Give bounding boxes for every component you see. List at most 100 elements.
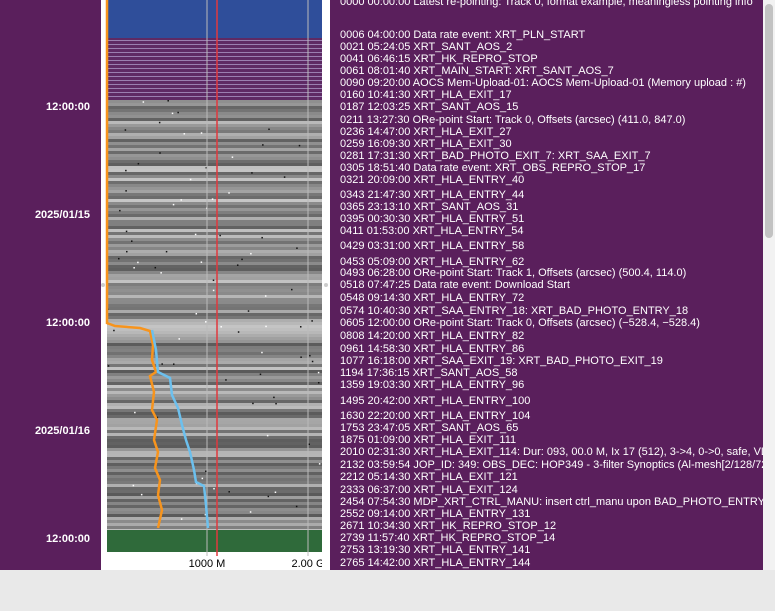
stripe [107,277,322,280]
speck [137,261,139,264]
speck [211,198,214,200]
stripe [107,133,322,136]
speck [264,295,267,297]
stripe [107,187,322,190]
event-line[interactable]: 0518 07:47:25 Data rate event: Download … [340,279,570,291]
splitter-grip[interactable] [101,283,105,287]
event-line[interactable]: 0236 14:47:00 XRT_HLA_EXIT_27 [340,126,512,138]
time-label: 12:00:00 [46,317,90,329]
speck [300,356,302,358]
speck [156,416,159,419]
stripe [107,502,322,505]
stripe [107,280,322,283]
event-line[interactable]: 0090 09:20:00 AOCS Mem-Upload-01: AOCS M… [340,77,746,89]
event-line[interactable]: 0605 12:00:00 ORe-point Start: Track 0, … [340,317,700,329]
event-line[interactable]: 0041 06:46:15 XRT_HK_REPRO_STOP [340,53,538,65]
event-line[interactable]: 0453 05:09:00 XRT_HLA_ENTRY_62 [340,256,524,268]
stripe [107,109,322,112]
event-line[interactable]: 1359 19:03:30 XRT_HLA_ENTRY_96 [340,379,524,391]
event-line[interactable]: 0808 14:20:00 XRT_HLA_ENTRY_82 [340,330,524,342]
speck [212,279,215,282]
event-line[interactable]: 2739 11:57:40 XRT_HK_REPRO_STOP_14 [340,532,555,544]
speck [158,121,161,124]
stripe [107,166,322,169]
event-line[interactable]: 0395 00:30:30 XRT_HLA_ENTRY_51 [340,213,524,225]
event-line[interactable]: 0961 14:58:30 XRT_HLA_ENTRY_86 [340,343,524,355]
speck [252,402,254,405]
stripe [107,433,322,436]
speck [200,261,203,263]
stripe [107,397,322,400]
stripe [107,220,322,223]
splitter-grip[interactable] [324,283,328,287]
stripe [107,424,322,427]
stripe [107,307,322,310]
event-line[interactable]: 2333 06:37:00 XRT_HLA_EXIT_124 [340,484,518,496]
stripe [107,358,322,361]
stripe [107,157,322,160]
event-line[interactable]: 2454 07:54:30 MDP_XRT_CTRL_MANU: insert … [340,496,766,508]
stripe [107,460,322,463]
event-line[interactable]: 2753 13:19:30 XRT_HLA_ENTRY_141 [340,544,530,556]
event-line[interactable]: 2552 09:14:00 XRT_HLA_ENTRY_131 [340,508,530,520]
event-line[interactable]: 0411 01:53:00 XRT_HLA_ENTRY_54 [340,225,523,237]
speck [113,329,115,332]
event-line[interactable]: 0305 18:51:40 Data rate event: XRT_OBS_R… [340,162,645,174]
speck [225,379,227,381]
stripe [107,286,322,289]
event-line[interactable]: 0574 10:40:30 XRT_SAA_ENTRY_18: XRT_BAD_… [340,305,688,317]
event-line[interactable]: 0321 20:09:00 XRT_HLA_ENTRY_40 [340,174,524,186]
event-line[interactable]: 1495 20:42:00 XRT_HLA_ENTRY_100 [340,395,530,407]
stripe [107,493,322,496]
event-line[interactable]: 2010 02:31:30 XRT_HLA_EXIT_114: Dur: 093… [340,446,774,458]
event-line[interactable]: 1875 01:09:00 XRT_HLA_EXIT_111 [340,434,516,446]
event-line[interactable]: 0021 05:24:05 XRT_SANT_AOS_2 [340,41,512,53]
stripe [107,160,322,163]
x-tick-label: 2.00 G [291,558,324,570]
event-line[interactable]: 0493 06:28:00 ORe-point Start: Track 1, … [340,267,686,279]
event-line[interactable]: 0281 17:31:30 XRT_BAD_PHOTO_EXIT_7: XRT_… [340,150,651,162]
event-line[interactable]: 2671 10:34:30 XRT_HK_REPRO_STOP_12 [340,520,556,532]
scrollbar-thumb[interactable] [765,4,773,238]
stripe [107,229,322,232]
speck [291,288,293,291]
stripe [107,499,322,502]
stripe [107,199,322,202]
x-tick-label: 1000 M [189,558,226,570]
event-line[interactable]: 0548 09:14:30 XRT_HLA_ENTRY_72 [340,292,524,304]
stripe [107,68,322,69]
event-line[interactable]: 0187 12:03:25 XRT_SANT_AOS_15 [340,101,518,113]
event-line[interactable]: 0259 16:09:30 XRT_HLA_EXIT_30 [340,138,512,150]
stripe [107,514,322,517]
event-line[interactable]: 0211 13:27:30 ORe-point Start: Track 0, … [340,114,685,126]
stripe [107,115,322,118]
event-line[interactable]: 1077 16:18:00 XRT_SAA_EXIT_19: XRT_BAD_P… [340,355,663,367]
stripe [107,202,322,205]
event-line[interactable]: 2765 14:42:00 XRT_HLA_ENTRY_144 [340,557,530,569]
speck [295,505,298,508]
event-line[interactable]: 2132 03:59:54 JOP_ID: 349: OBS_DEC: HOP3… [340,459,774,471]
event-line[interactable]: 0343 21:47:30 XRT_HLA_ENTRY_44 [340,189,524,201]
event-line[interactable]: 0000 00:00:00 Latest re-pointing: Track … [340,0,753,8]
speck [137,162,140,165]
event-line[interactable]: 0006 04:00:00 Data rate event: XRT_PLN_S… [340,29,585,41]
event-line[interactable]: 2212 05:14:30 XRT_HLA_EXIT_121 [340,471,518,483]
stripe [107,343,322,346]
stripe [107,454,322,457]
stripe [107,517,322,520]
event-line[interactable]: 0061 08:01:40 XRT_MAIN_START: XRT_SANT_A… [340,65,614,77]
stripe [107,181,322,184]
stripe [107,130,322,133]
plot-area: 1000 M 2.00 G [105,0,325,570]
event-line[interactable]: 0365 23:13:10 XRT_SANT_AOS_31 [340,201,518,213]
event-line[interactable]: 0160 10:41:30 XRT_HLA_EXIT_17 [340,89,512,101]
stripe [107,385,322,388]
event-line[interactable]: 1630 22:20:00 XRT_HLA_ENTRY_104 [340,410,530,422]
time-label: 12:00:00 [46,533,90,545]
event-line[interactable]: 0429 03:31:00 XRT_HLA_ENTRY_58 [340,240,524,252]
event-line[interactable]: 1753 23:47:05 XRT_SANT_AOS_65 [340,422,518,434]
stripes [107,40,322,532]
event-line[interactable]: 1194 17:36:15 XRT_SANT_AOS_58 [340,367,518,379]
stripe [107,298,322,301]
speck [200,132,203,134]
